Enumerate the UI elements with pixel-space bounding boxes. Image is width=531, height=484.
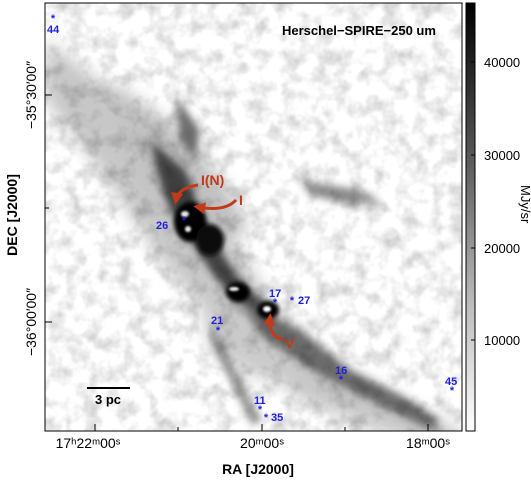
colorbar-tick-10000: 10000 <box>484 333 520 348</box>
star-markers: * * * * * * * * * <box>51 13 455 424</box>
x-tick-label-1: 17ʰ22ᵐ00ˢ <box>56 435 121 451</box>
colorbar-tick-40000: 40000 <box>484 55 520 70</box>
colorbar-ticks <box>471 61 475 341</box>
star-marker-44: * <box>51 13 56 25</box>
region-label-I-N: I(N) <box>201 172 224 188</box>
star-marker-11: * <box>258 404 263 416</box>
scale-bar-label: 3 pc <box>95 392 121 407</box>
x-tick-marks <box>94 424 429 431</box>
map-title: Herschel−SPIRE−250 um <box>282 23 436 38</box>
star-label-17: 17 <box>269 288 281 300</box>
y-tick-label-1: −35°30′00″ <box>23 61 39 129</box>
colorbar-unit: MJy/sr <box>518 185 531 224</box>
star-marker-27: * <box>290 295 295 307</box>
y-tick-marks <box>45 94 52 323</box>
x-tick-label-3: 18ᵐ00ˢ <box>406 435 450 451</box>
region-label-I: I <box>239 192 243 208</box>
plot-frame <box>44 2 463 432</box>
region-label-V: V <box>285 335 295 351</box>
y-tick-label-2: −36°00′00″ <box>23 288 39 356</box>
star-label-35: 35 <box>271 412 283 424</box>
star-label-21: 21 <box>211 315 223 327</box>
dust-map-image <box>45 3 462 431</box>
arrow-region-I-N <box>171 183 199 205</box>
star-label-26: 26 <box>156 220 168 232</box>
arrow-region-V <box>263 313 284 342</box>
y-axis-label: DEC [J2000] <box>4 174 20 256</box>
colorbar <box>465 2 476 432</box>
star-label-16: 16 <box>335 365 347 377</box>
colorbar-tick-20000: 20000 <box>484 241 520 256</box>
colorbar-tick-30000: 30000 <box>484 148 520 163</box>
region-arrows <box>171 183 284 342</box>
star-marker-45: * <box>450 385 455 397</box>
arrow-region-I <box>193 198 238 215</box>
star-marker-17: * <box>273 297 278 309</box>
star-marker-35: * <box>264 412 269 424</box>
star-label-44: 44 <box>47 24 60 36</box>
star-label-45: 45 <box>445 376 457 388</box>
star-marker-26: * <box>182 215 187 227</box>
star-marker-21: * <box>216 325 221 337</box>
x-axis-label: RA [J2000] <box>222 461 294 477</box>
star-marker-16: * <box>339 374 344 386</box>
star-label-27: 27 <box>298 295 310 307</box>
star-label-11: 11 <box>254 395 266 407</box>
x-tick-label-2: 20ᵐ00ˢ <box>240 435 284 451</box>
